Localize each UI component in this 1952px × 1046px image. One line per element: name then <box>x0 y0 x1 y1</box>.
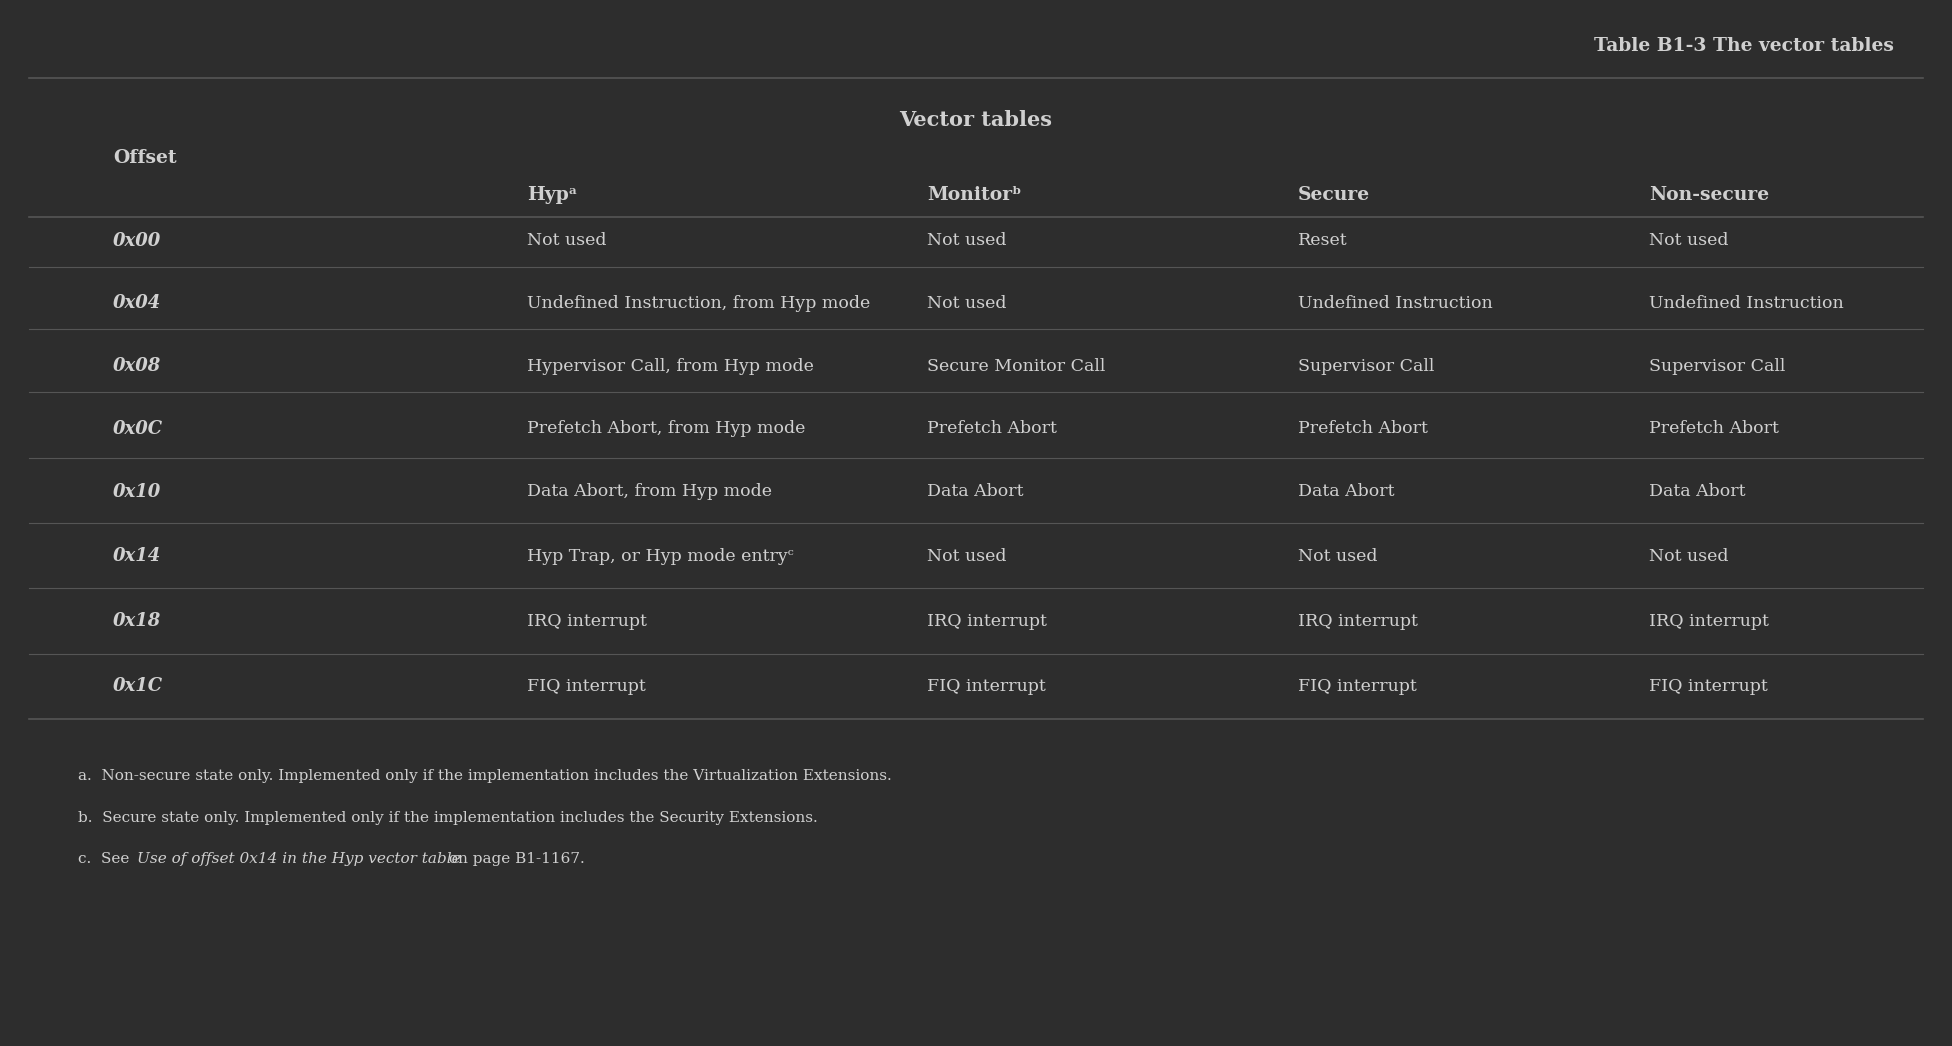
Text: Undefined Instruction, from Hyp mode: Undefined Instruction, from Hyp mode <box>527 295 871 312</box>
Text: Data Abort: Data Abort <box>927 483 1023 500</box>
Text: IRQ interrupt: IRQ interrupt <box>927 613 1046 630</box>
Text: Prefetch Abort: Prefetch Abort <box>927 420 1058 437</box>
Text: Hypervisor Call, from Hyp mode: Hypervisor Call, from Hyp mode <box>527 358 814 374</box>
Text: Supervisor Call: Supervisor Call <box>1649 358 1786 374</box>
Text: Vector tables: Vector tables <box>900 110 1052 130</box>
Text: FIQ interrupt: FIQ interrupt <box>927 678 1046 695</box>
Text: FIQ interrupt: FIQ interrupt <box>1298 678 1417 695</box>
Text: 0x0C: 0x0C <box>113 419 164 438</box>
Text: Prefetch Abort: Prefetch Abort <box>1298 420 1429 437</box>
Text: Reset: Reset <box>1298 232 1347 249</box>
Text: Data Abort: Data Abort <box>1649 483 1745 500</box>
Text: 0x1C: 0x1C <box>113 677 164 696</box>
Text: FIQ interrupt: FIQ interrupt <box>1649 678 1769 695</box>
Text: Not used: Not used <box>927 295 1007 312</box>
Text: 0x18: 0x18 <box>113 612 162 631</box>
Text: Prefetch Abort, from Hyp mode: Prefetch Abort, from Hyp mode <box>527 420 806 437</box>
Text: IRQ interrupt: IRQ interrupt <box>527 613 646 630</box>
Text: Secure: Secure <box>1298 186 1370 204</box>
Text: 0x00: 0x00 <box>113 231 162 250</box>
Text: Secure Monitor Call: Secure Monitor Call <box>927 358 1105 374</box>
Text: c.  See: c. See <box>78 852 135 866</box>
Text: 0x10: 0x10 <box>113 482 162 501</box>
Text: 0x14: 0x14 <box>113 547 162 566</box>
Text: Non-secure: Non-secure <box>1649 186 1770 204</box>
Text: Supervisor Call: Supervisor Call <box>1298 358 1435 374</box>
Text: Monitorᵇ: Monitorᵇ <box>927 186 1021 204</box>
Text: 0x04: 0x04 <box>113 294 162 313</box>
Text: Not used: Not used <box>1649 548 1729 565</box>
Text: Undefined Instruction: Undefined Instruction <box>1298 295 1493 312</box>
Text: Not used: Not used <box>1649 232 1729 249</box>
Text: IRQ interrupt: IRQ interrupt <box>1298 613 1417 630</box>
Text: Not used: Not used <box>1298 548 1378 565</box>
Text: Use of offset 0x14 in the Hyp vector table: Use of offset 0x14 in the Hyp vector tab… <box>137 852 461 866</box>
Text: Not used: Not used <box>927 232 1007 249</box>
Text: IRQ interrupt: IRQ interrupt <box>1649 613 1769 630</box>
Text: Not used: Not used <box>927 548 1007 565</box>
Text: FIQ interrupt: FIQ interrupt <box>527 678 646 695</box>
Text: a.  Non-secure state only. Implemented only if the implementation includes the V: a. Non-secure state only. Implemented on… <box>78 769 892 782</box>
Text: Not used: Not used <box>527 232 607 249</box>
Text: 0x08: 0x08 <box>113 357 162 376</box>
Text: Data Abort, from Hyp mode: Data Abort, from Hyp mode <box>527 483 773 500</box>
Text: Data Abort: Data Abort <box>1298 483 1394 500</box>
Text: on page B1-1167.: on page B1-1167. <box>445 852 586 866</box>
Text: Undefined Instruction: Undefined Instruction <box>1649 295 1845 312</box>
Text: Table B1-3 The vector tables: Table B1-3 The vector tables <box>1593 37 1893 54</box>
Text: Hypᵃ: Hypᵃ <box>527 186 578 204</box>
Text: Hyp Trap, or Hyp mode entryᶜ: Hyp Trap, or Hyp mode entryᶜ <box>527 548 794 565</box>
Text: Prefetch Abort: Prefetch Abort <box>1649 420 1780 437</box>
Text: b.  Secure state only. Implemented only if the implementation includes the Secur: b. Secure state only. Implemented only i… <box>78 811 818 824</box>
Text: Offset: Offset <box>113 149 178 166</box>
